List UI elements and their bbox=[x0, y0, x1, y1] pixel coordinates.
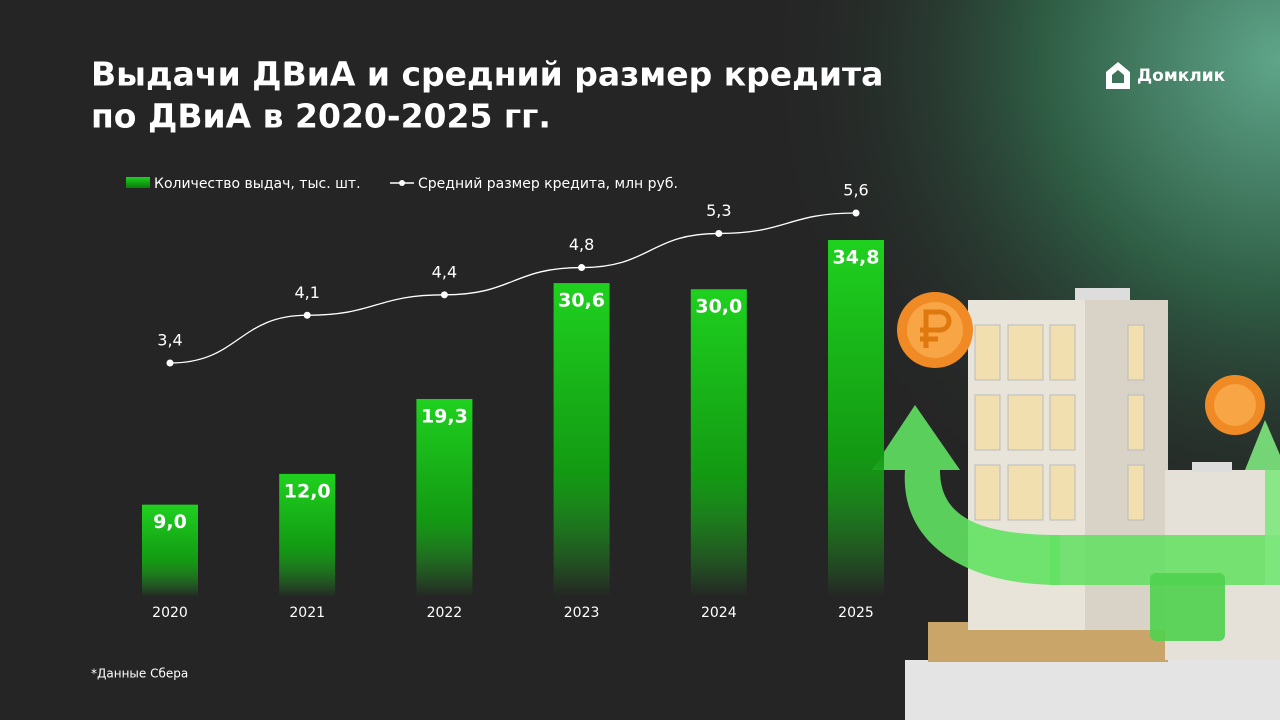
chart-title: Выдачи ДВиА и средний размер кредита bbox=[91, 55, 883, 94]
coin-glyph bbox=[920, 309, 952, 348]
bar-value-label: 12,0 bbox=[284, 480, 331, 502]
legend-label: Количество выдач, тыс. шт. bbox=[154, 176, 361, 192]
bar bbox=[416, 399, 473, 597]
bar-value-label: 30,0 bbox=[695, 296, 742, 318]
arrow-block bbox=[1150, 573, 1225, 641]
illustration bbox=[872, 288, 1280, 720]
windows bbox=[974, 324, 1145, 521]
x-tick-label: 2025 bbox=[838, 605, 874, 621]
brand: Домклик bbox=[1137, 66, 1226, 86]
line-value-label: 5,6 bbox=[843, 181, 868, 200]
x-tick-label: 2021 bbox=[289, 605, 325, 621]
x-tick-label: 2023 bbox=[564, 605, 600, 621]
bar-value-label: 34,8 bbox=[833, 247, 880, 269]
line-point bbox=[715, 229, 723, 237]
line-value-label: 3,4 bbox=[157, 331, 182, 350]
bar-value-label: 19,3 bbox=[421, 406, 468, 428]
line-value-label: 4,4 bbox=[432, 262, 457, 281]
legend-dot bbox=[399, 180, 405, 186]
arrow-up-right bbox=[1245, 420, 1280, 585]
line-point bbox=[440, 291, 448, 299]
line bbox=[169, 212, 857, 364]
bar bbox=[279, 473, 336, 597]
arrow-up bbox=[872, 405, 1060, 585]
arrow-band bbox=[1050, 535, 1280, 585]
line-value-label: 5,3 bbox=[706, 201, 731, 220]
bar bbox=[828, 240, 884, 597]
bar bbox=[690, 289, 747, 597]
footnote: *Данные Сбера bbox=[91, 667, 188, 681]
roof-small bbox=[1192, 462, 1232, 472]
chart-title: по ДВиА в 2020-2025 гг. bbox=[91, 97, 551, 136]
bar-value-label: 9,0 bbox=[153, 511, 187, 533]
bar bbox=[553, 283, 610, 597]
x-tick-label: 2022 bbox=[427, 605, 463, 621]
line-point bbox=[578, 264, 586, 272]
line-value-label: 4,1 bbox=[294, 283, 319, 302]
coin-face bbox=[1214, 384, 1256, 426]
bar-value-label: 30,6 bbox=[558, 290, 605, 312]
logo-icon bbox=[1106, 62, 1130, 89]
brand-logo: Домклик bbox=[1106, 62, 1226, 89]
line-point bbox=[303, 311, 311, 319]
line-value-label: 4,8 bbox=[569, 235, 594, 254]
line-point bbox=[852, 209, 860, 217]
legend-label: Средний размер кредита, млн руб. bbox=[418, 176, 678, 192]
line-point bbox=[166, 359, 174, 367]
legend-swatch bbox=[126, 177, 150, 188]
x-tick-label: 2020 bbox=[152, 605, 188, 621]
bar bbox=[142, 504, 198, 597]
pedestal bbox=[905, 660, 1280, 720]
x-tick-label: 2024 bbox=[701, 605, 737, 621]
